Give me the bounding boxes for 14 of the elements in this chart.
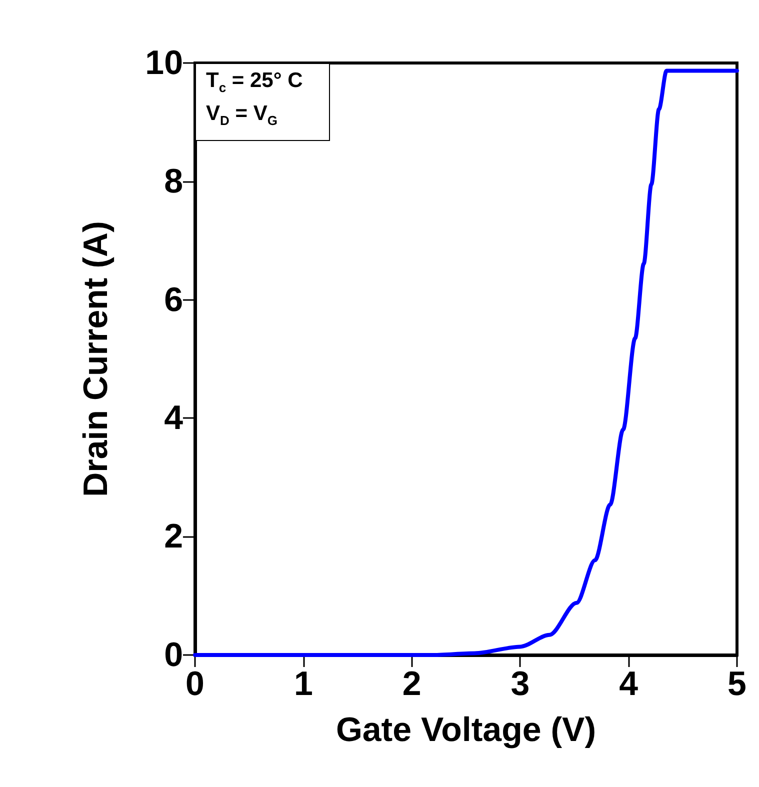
x-tick-label: 3 [510, 665, 530, 703]
y-tick-label: 6 [164, 280, 183, 319]
x-tick-label: 2 [402, 665, 422, 703]
x-axis-title: Gate Voltage (V) [336, 711, 596, 749]
y-tick-label: 10 [145, 44, 183, 82]
y-tick-label: 8 [164, 162, 183, 200]
y-tick-label: 4 [164, 399, 184, 438]
condition-box: T$_{c}$ = 25° C V$_{D}$ = V$_{G}$ [195, 63, 330, 142]
x-tick-label: 5 [728, 665, 746, 703]
x-tick-label: 1 [294, 665, 313, 703]
y-axis-title: Drain Current (A) [77, 221, 115, 497]
y-tick-label: 0 [164, 636, 183, 674]
y-tick-label: 2 [164, 518, 183, 556]
x-tick-label: 4 [619, 665, 638, 703]
